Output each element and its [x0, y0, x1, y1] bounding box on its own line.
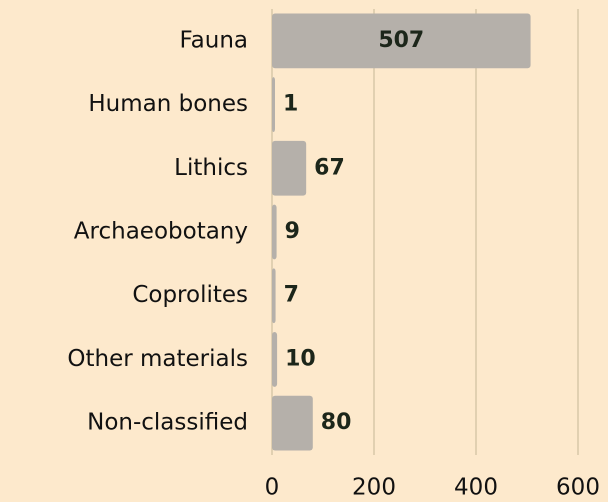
value-label: 80	[321, 410, 352, 435]
y-tick-label: Non-classified	[87, 410, 248, 436]
x-tick-label: 400	[454, 475, 498, 501]
y-tick-label: Human bones	[88, 91, 248, 117]
value-label: 507	[378, 28, 424, 53]
bar	[272, 268, 276, 324]
x-tick-label: 600	[556, 475, 600, 501]
y-tick-label: Fauna	[180, 27, 248, 53]
bar	[272, 140, 307, 196]
value-label: 1	[283, 92, 298, 117]
value-label: 9	[285, 219, 300, 244]
value-label: 7	[284, 283, 299, 308]
bar	[272, 77, 275, 132]
value-label: 67	[314, 155, 345, 180]
bar	[272, 204, 277, 260]
bar	[272, 332, 278, 387]
y-tick-label: Lithics	[174, 155, 248, 181]
x-tick-label: 200	[352, 475, 396, 501]
bar	[272, 13, 531, 69]
y-tick-label: Coprolites	[132, 282, 248, 308]
bar	[272, 395, 313, 451]
x-tick-label: 0	[265, 475, 280, 501]
value-label: 10	[285, 346, 316, 371]
y-tick-label: Other materials	[67, 346, 248, 372]
y-tick-label: Archaeobotany	[74, 219, 248, 245]
